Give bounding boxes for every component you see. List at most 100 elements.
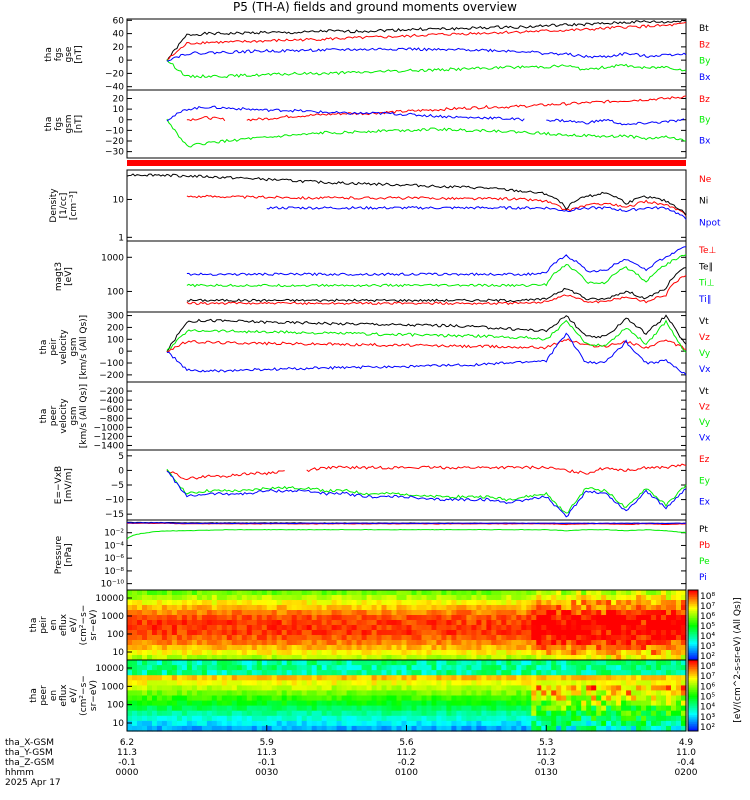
spectrogram-cell — [636, 610, 642, 616]
spectrogram-cell — [681, 655, 687, 661]
spectrogram-cell — [441, 605, 447, 611]
spectrogram-cell — [206, 695, 213, 702]
spectrogram-cell — [566, 625, 572, 631]
spectrogram-cell — [351, 700, 358, 707]
spectrogram-cell — [171, 615, 178, 621]
spectrogram-cell — [296, 665, 303, 671]
spectrogram-cell — [396, 645, 403, 651]
spectrogram-cell — [291, 700, 298, 707]
y-tick-label: 20 — [113, 43, 125, 53]
spectrogram-cell — [601, 625, 607, 631]
colorbar-cell — [688, 642, 698, 645]
spectrogram-cell — [351, 640, 358, 646]
spectrogram-cell — [516, 595, 522, 601]
spectrogram-cell — [606, 660, 612, 666]
spectrogram-cell — [171, 690, 178, 697]
spectrogram-cell — [266, 700, 273, 707]
spectrogram-cell — [356, 650, 363, 656]
spectrogram-cell — [221, 595, 228, 601]
spectrogram-cell — [411, 650, 418, 656]
spectrogram-cell — [411, 675, 418, 681]
spectrogram-cell — [491, 725, 497, 732]
spectrogram-cell — [236, 690, 243, 697]
spectrogram-cell — [326, 710, 333, 717]
spectrogram-cell — [681, 620, 687, 626]
spectrogram-cell — [251, 595, 258, 601]
y-tick-label: −1400 — [94, 441, 125, 451]
spectrogram-cell — [476, 675, 482, 681]
spectrogram-cell — [261, 600, 268, 606]
spectrogram-cell — [286, 635, 293, 641]
spectrogram-cell — [211, 590, 218, 596]
spectrogram-cell — [496, 640, 502, 646]
spectrogram-cell — [586, 695, 592, 702]
spectrogram-cell — [501, 645, 507, 651]
spectrogram-cell — [636, 665, 642, 671]
spectrogram-cell — [671, 715, 677, 722]
colorbar-cell — [688, 612, 698, 616]
spectrogram-cell — [611, 715, 617, 722]
spectrogram-cell — [671, 610, 677, 616]
spectrogram-cell — [142, 725, 148, 732]
spectrogram-cell — [526, 640, 532, 646]
spectrogram-cell — [411, 705, 418, 712]
spectrogram-cell — [381, 680, 388, 686]
y-axis-label: velocity — [59, 329, 69, 365]
spectrogram-cell — [221, 705, 228, 712]
spectrogram-cell — [221, 610, 228, 616]
spectrogram-cell — [291, 630, 298, 636]
spectrogram-cell — [486, 690, 492, 697]
spectrogram-cell — [176, 715, 183, 722]
spectrogram-cell — [676, 630, 682, 636]
spectrogram-cell — [551, 670, 557, 676]
spectrogram-cell — [271, 720, 278, 727]
colorbar-cell — [688, 663, 698, 666]
spectrogram-cell — [296, 635, 303, 641]
y-tick-label: 10⁻⁸ — [104, 567, 124, 577]
spectrogram-cell — [616, 610, 622, 616]
spectrogram-cell — [516, 710, 522, 717]
spectrogram-cell — [246, 710, 253, 717]
spectrogram-cell — [386, 665, 393, 671]
spectrogram-cell — [137, 695, 143, 702]
spectrogram-cell — [261, 595, 268, 601]
spectrogram-cell — [356, 665, 363, 671]
spectrogram-cell — [331, 715, 338, 722]
spectrogram-cell — [551, 635, 557, 641]
spectrogram-cell — [291, 600, 298, 606]
spectrogram-cell — [361, 720, 368, 727]
spectrogram-cell — [306, 675, 313, 681]
spectrogram-cell — [656, 680, 662, 686]
spectrogram-cell — [661, 660, 667, 666]
spectrogram-cell — [391, 635, 398, 641]
spectrogram-cell — [411, 630, 418, 636]
spectrogram-cell — [631, 655, 637, 661]
spectrogram-cell — [646, 635, 652, 641]
spectrogram-cell — [321, 670, 328, 676]
spectrogram-cell — [256, 705, 263, 712]
spectrogram-cell — [206, 605, 213, 611]
spectrogram-cell — [241, 640, 248, 646]
spectrogram-cell — [511, 600, 517, 606]
spectrogram-cell — [396, 660, 403, 666]
spectrogram-cell — [306, 645, 313, 651]
colorbar-cell — [688, 720, 698, 723]
spectrogram-cell — [641, 625, 647, 631]
spectrogram-cell — [546, 700, 552, 707]
spectrogram-cell — [491, 605, 497, 611]
spectrogram-cell — [441, 645, 447, 651]
spectrogram-cell — [166, 595, 173, 601]
spectrogram-cell — [406, 635, 413, 641]
spectrogram-cell — [361, 605, 368, 611]
spectrogram-cell — [486, 615, 492, 621]
spectrogram-cell — [281, 610, 288, 616]
spectrogram-cell — [596, 695, 602, 702]
spectrogram-cell — [271, 605, 278, 611]
colorbar-cell — [688, 684, 698, 688]
colorbar-cell — [688, 706, 698, 709]
spectrogram-cell — [191, 715, 198, 722]
spectrogram-cell — [276, 680, 283, 686]
spectrogram-cell — [476, 610, 482, 616]
spectrogram-cell — [576, 610, 582, 616]
spectrogram-cell — [137, 720, 143, 727]
